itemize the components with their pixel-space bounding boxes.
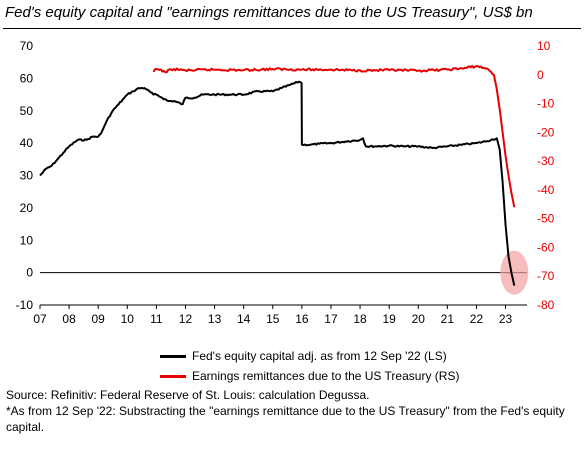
x-tick-label: 14 — [237, 312, 251, 326]
x-tick-label: 16 — [295, 312, 309, 326]
highlight-circle — [500, 250, 529, 295]
x-tick-label: 08 — [62, 312, 76, 326]
legend-item-remittances: Earnings remittances due to the US Treas… — [160, 366, 459, 386]
x-tick-label: 19 — [382, 312, 396, 326]
y-right-tick-label: -40 — [537, 183, 555, 197]
y-right-tick-label: -30 — [537, 154, 555, 168]
x-tick-label: 11 — [150, 312, 163, 326]
y-right-tick-label: -20 — [537, 125, 555, 139]
x-tick-label: 15 — [266, 312, 280, 326]
series-lines — [39, 64, 529, 295]
chart-title: Fed's equity capital and "earnings remit… — [5, 4, 533, 21]
x-tick-label: 21 — [441, 312, 455, 326]
y-right-tick-label: 10 — [537, 39, 551, 53]
y-right-tick-label: -50 — [537, 212, 555, 226]
axes — [39, 272, 527, 309]
x-tick-label: 10 — [121, 312, 135, 326]
legend-label-remittances: Earnings remittances due to the US Treas… — [192, 369, 460, 383]
y-left-tick-label: 70 — [20, 39, 34, 53]
legend-label-equity: Fed's equity capital adj. as from 12 Sep… — [192, 349, 447, 363]
x-tick-label: 07 — [33, 312, 47, 326]
notes: Source: Refinitiv: Federal Reserve of St… — [6, 387, 581, 435]
x-tick-label: 20 — [412, 312, 426, 326]
series-line-equity — [39, 80, 516, 286]
legend: Fed's equity capital adj. as from 12 Sep… — [160, 346, 459, 386]
y-left-tick-label: -10 — [16, 298, 34, 312]
y-left-tick-label: 30 — [20, 169, 34, 183]
source-note: Source: Refinitiv: Federal Reserve of St… — [6, 388, 370, 402]
legend-item-equity: Fed's equity capital adj. as from 12 Sep… — [160, 346, 459, 366]
y-left-tick-label: 0 — [26, 266, 33, 280]
legend-swatch-remittances — [160, 374, 186, 378]
y-right-tick-label: -70 — [537, 269, 555, 283]
x-tick-label: 23 — [499, 312, 513, 326]
footnote: *As from 12 Sep '22: Substracting the "e… — [6, 404, 565, 434]
y-left-tick-label: 20 — [20, 201, 34, 215]
legend-swatch-equity — [160, 354, 186, 358]
title-divider — [3, 28, 581, 29]
y-left-tick-label: 40 — [20, 136, 34, 150]
tick-labels: 70 60 50 40 30 20 10 0 -10 10 0 -10 -20 -30 -40 -50 -60 -… — [16, 39, 555, 326]
x-tick-label: 17 — [324, 312, 338, 326]
x-tick-label: 12 — [179, 312, 193, 326]
y-right-tick-label: 0 — [537, 68, 544, 82]
y-right-tick-label: -10 — [537, 97, 555, 111]
y-left-tick-label: 60 — [20, 71, 34, 85]
x-tick-label: 09 — [92, 312, 106, 326]
series-line-remittances — [152, 64, 516, 208]
x-tick-label: 18 — [353, 312, 367, 326]
y-left-tick-label: 10 — [20, 233, 34, 247]
y-right-tick-label: -60 — [537, 240, 555, 254]
line-chart: 70 60 50 40 30 20 10 0 -10 10 0 -10 -20 -30 -40 -50 -60 -… — [16, 39, 555, 326]
y-left-tick-label: 50 — [20, 104, 34, 118]
y-right-tick-label: -80 — [537, 298, 555, 312]
x-tick-label: 13 — [208, 312, 222, 326]
x-tick-label: 22 — [470, 312, 484, 326]
